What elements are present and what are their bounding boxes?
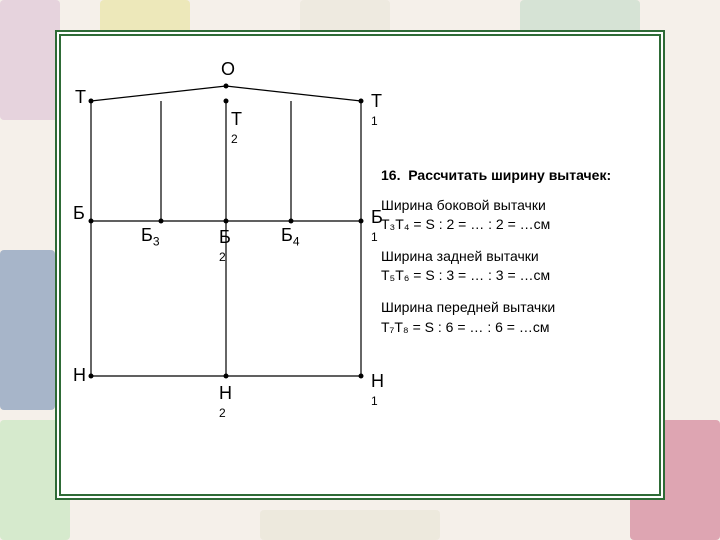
- label-T2-base: Т: [231, 109, 242, 129]
- bg-shape: [260, 510, 440, 540]
- p2-l1: Ширина задней вытачки: [381, 248, 539, 264]
- item-number: 16.: [381, 167, 400, 183]
- p1-l1: Ширина боковой вытачки: [381, 197, 546, 213]
- label-B2-sub: 2: [219, 250, 226, 264]
- para-1: Ширина боковой вытачки Т₃Т₄ = S : 2 = … …: [381, 196, 661, 235]
- label-N2: Н 2: [219, 384, 232, 420]
- label-B: Б: [73, 204, 85, 222]
- label-B1-sub: 1: [371, 230, 378, 244]
- label-T2-sub: 2: [231, 132, 238, 146]
- label-N1-base: Н: [371, 371, 384, 391]
- heading: 16. Рассчитать ширину вытачек:: [381, 166, 661, 186]
- pattern-diagram: Т Т 1 О Т 2 Б Б 1 Б 2 Б3 Б4 Н Н 1: [91, 76, 361, 406]
- label-N1-sub: 1: [371, 394, 378, 408]
- label-B4-base: Б: [281, 225, 293, 245]
- bg-shape: [0, 250, 55, 410]
- label-B2: Б 2: [219, 228, 231, 264]
- para-3: Ширина передней вытачки Т₇Т₈ = S : 6 = ……: [381, 298, 661, 337]
- p3-l2: Т₇Т₈ = S : 6 = … : 6 = …см: [381, 319, 549, 335]
- label-T2: Т 2: [231, 110, 242, 146]
- label-O: О: [221, 60, 235, 78]
- label-T: Т: [75, 88, 86, 106]
- label-T1-sub: 1: [371, 114, 378, 128]
- label-T1-base: Т: [371, 91, 382, 111]
- p2-l2: Т₅Т₆ = S : 3 = … : 3 = …см: [381, 267, 550, 283]
- label-B3-sub: 3: [153, 235, 160, 249]
- label-B4-sub: 4: [293, 235, 300, 249]
- label-B2-base: Б: [219, 227, 231, 247]
- label-N2-base: Н: [219, 383, 232, 403]
- para-2: Ширина задней вытачки Т₅Т₆ = S : 3 = … :…: [381, 247, 661, 286]
- heading-text: Рассчитать ширину вытачек:: [408, 167, 611, 183]
- label-B3-base: Б: [141, 225, 153, 245]
- content-frame: Т Т 1 О Т 2 Б Б 1 Б 2 Б3 Б4 Н Н 1: [55, 30, 665, 500]
- label-T1: Т 1: [371, 92, 382, 128]
- p3-l1: Ширина передней вытачки: [381, 299, 555, 315]
- bg-shape: [0, 0, 60, 120]
- label-N2-sub: 2: [219, 406, 226, 420]
- label-N: Н: [73, 366, 86, 384]
- instruction-text: 16. Рассчитать ширину вытачек: Ширина бо…: [381, 166, 661, 349]
- p1-l2: Т₃Т₄ = S : 2 = … : 2 = …см: [381, 216, 550, 232]
- label-B3: Б3: [141, 226, 160, 248]
- label-N1: Н 1: [371, 372, 384, 408]
- label-B4: Б4: [281, 226, 300, 248]
